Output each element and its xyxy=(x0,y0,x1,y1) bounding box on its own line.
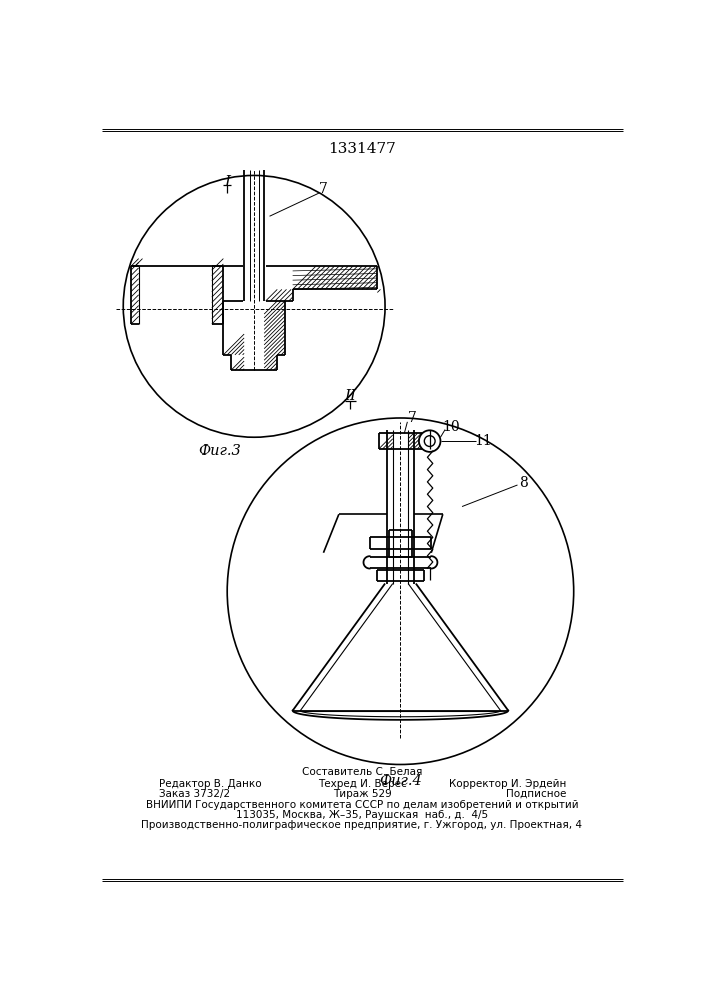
Circle shape xyxy=(227,418,573,764)
Text: 7: 7 xyxy=(319,182,328,196)
Circle shape xyxy=(123,175,385,437)
Text: Фиг.4: Фиг.4 xyxy=(379,774,422,788)
Text: 11: 11 xyxy=(474,434,493,448)
Text: II: II xyxy=(344,389,356,403)
Text: Редактор В. Данко: Редактор В. Данко xyxy=(160,779,262,789)
Text: I: I xyxy=(224,175,230,189)
Text: Техред И. Верес: Техред И. Верес xyxy=(317,779,407,789)
Text: 10: 10 xyxy=(443,420,460,434)
Text: Заказ 3732/2: Заказ 3732/2 xyxy=(160,789,230,799)
Text: Фиг.3: Фиг.3 xyxy=(198,444,241,458)
Text: Составитель С. Белая: Составитель С. Белая xyxy=(302,767,422,777)
Text: ВНИИПИ Государственного комитета СССР по делам изобретений и открытий: ВНИИПИ Государственного комитета СССР по… xyxy=(146,800,578,810)
Text: Производственно-полиграфическое предприятие, г. Ужгород, ул. Проектная, 4: Производственно-полиграфическое предприя… xyxy=(141,820,583,830)
Text: Корректор И. Эрдейн: Корректор И. Эрдейн xyxy=(449,779,566,789)
Text: 8: 8 xyxy=(519,476,528,490)
Text: 7: 7 xyxy=(407,411,416,425)
Text: Тираж 529: Тираж 529 xyxy=(332,789,392,799)
Text: 1331477: 1331477 xyxy=(328,142,396,156)
Circle shape xyxy=(419,430,440,452)
Circle shape xyxy=(424,436,435,446)
Text: 113035, Москва, Ж–35, Раушская  наб., д.  4/5: 113035, Москва, Ж–35, Раушская наб., д. … xyxy=(236,810,488,820)
Text: Подписное: Подписное xyxy=(506,789,566,799)
